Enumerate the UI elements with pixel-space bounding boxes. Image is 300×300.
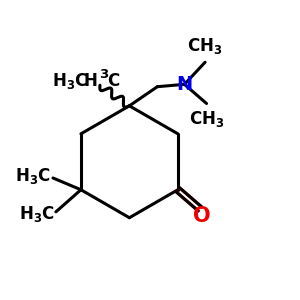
Text: O: O (193, 206, 210, 226)
Text: $\mathregular{CH_3}$: $\mathregular{CH_3}$ (188, 36, 223, 56)
Text: $\mathregular{H_3C}$: $\mathregular{H_3C}$ (19, 204, 54, 224)
Text: $\mathregular{CH_3}$: $\mathregular{CH_3}$ (189, 110, 224, 129)
Text: N: N (176, 75, 193, 94)
Text: $\mathregular{H_3C}$: $\mathregular{H_3C}$ (52, 71, 88, 91)
Text: H: H (83, 72, 97, 90)
Text: 3: 3 (99, 68, 108, 81)
Text: $\mathregular{H_3C}$: $\mathregular{H_3C}$ (15, 167, 51, 187)
Text: C: C (107, 72, 120, 90)
